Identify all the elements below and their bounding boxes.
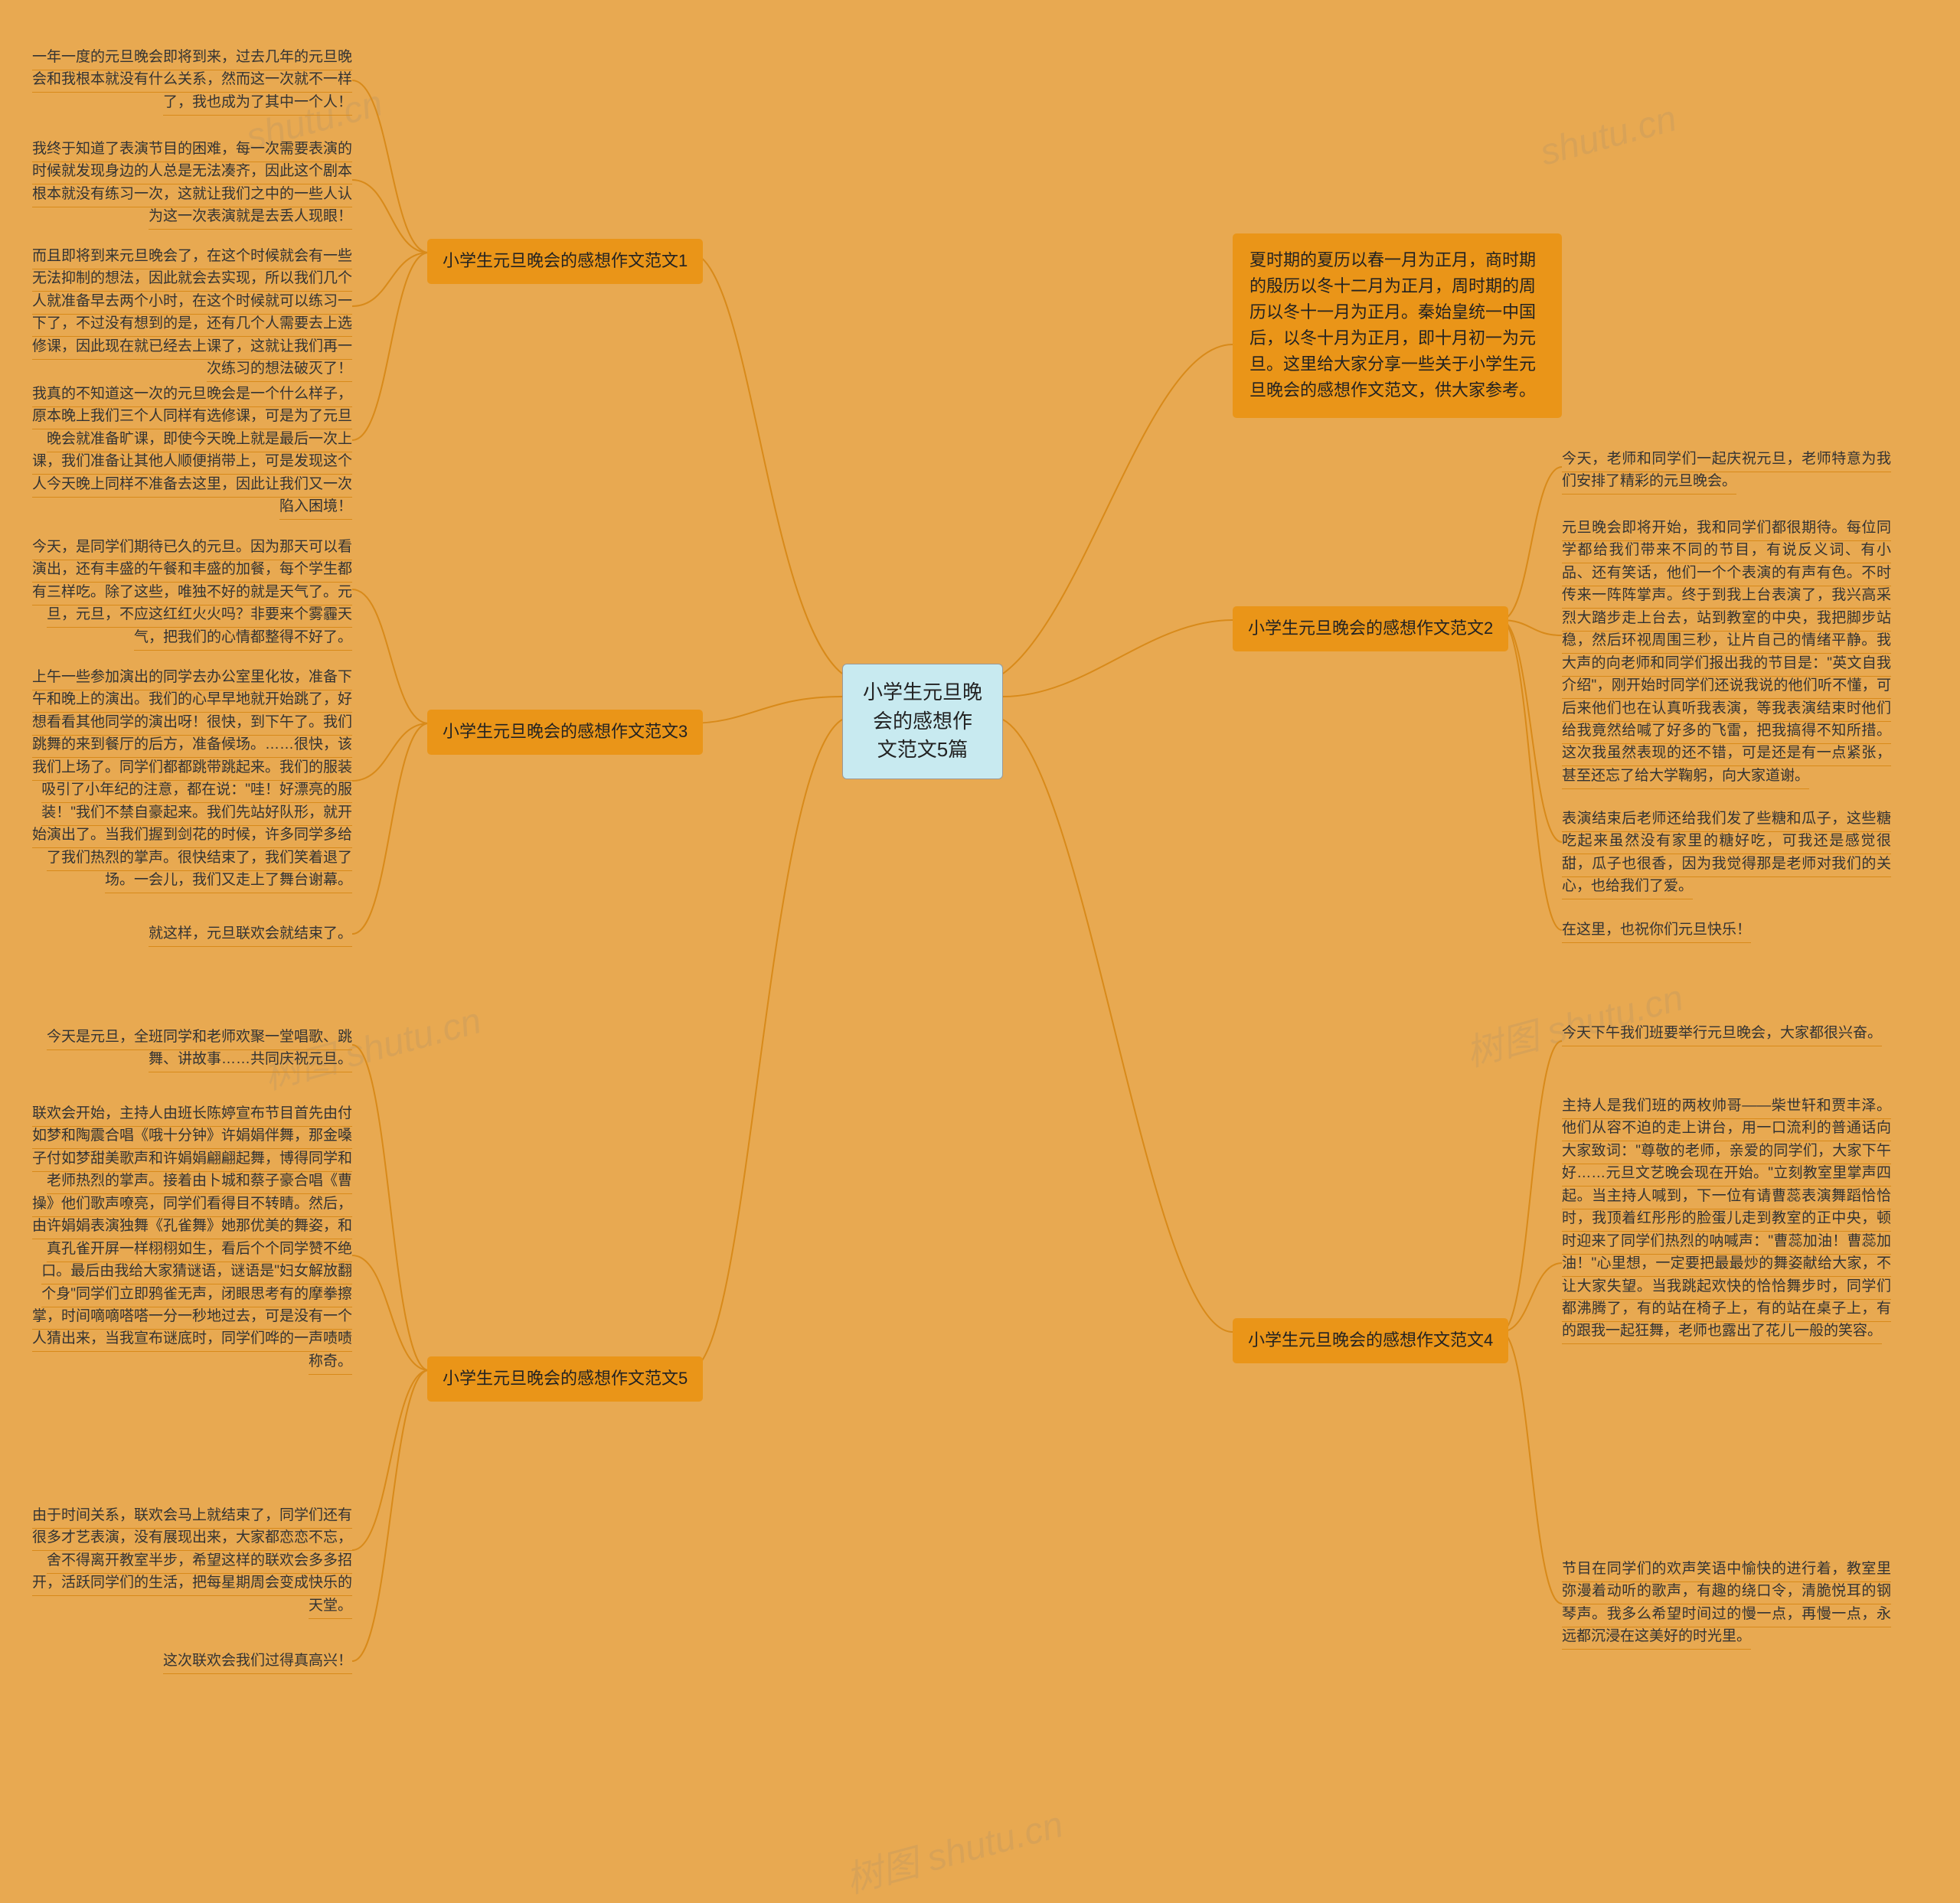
leaf-b2-3: 表演结束后老师还给我们发了些糖和瓜子，这些糖吃起来虽然没有家里的糖好吃，可我还是… (1562, 808, 1891, 898)
branch-4[interactable]: 小学生元旦晚会的感想作文范文4 (1233, 1318, 1508, 1363)
branch-2[interactable]: 小学生元旦晚会的感想作文范文2 (1233, 606, 1508, 651)
branch-1[interactable]: 小学生元旦晚会的感想作文范文1 (427, 239, 703, 284)
center-title-l2: 文范文5篇 (860, 736, 985, 765)
watermark: 树图 shutu.cn (839, 1794, 1068, 1903)
leaf-b2-1: 今天，老师和同学们一起庆祝元旦，老师特意为我们安排了精彩的元旦晚会。 (1562, 448, 1891, 493)
leaf-b1-2: 我终于知道了表演节目的困难，每一次需要表演的时候就发现身边的人总是无法凑齐，因此… (31, 138, 352, 228)
branch-5[interactable]: 小学生元旦晚会的感想作文范文5 (427, 1356, 703, 1402)
leaf-b1-3: 而且即将到来元旦晚会了，在这个时候就会有一些无法抑制的想法，因此就会去实现，所以… (31, 245, 352, 380)
center-title-l1: 小学生元旦晚会的感想作 (860, 678, 985, 736)
leaf-b3-3: 就这样，元旦联欢会就结束了。 (31, 922, 352, 945)
leaf-b1-1: 一年一度的元旦晚会即将到来，过去几年的元旦晚会和我根本就没有什么关系，然而这一次… (31, 46, 352, 113)
leaf-b4-2: 主持人是我们班的两枚帅哥——柴世轩和贾丰泽。他们从容不迫的走上讲台，用一口流利的… (1562, 1095, 1891, 1343)
leaf-b5-3: 由于时间关系，联欢会马上就结束了，同学们还有很多才艺表演，没有展现出来，大家都恋… (31, 1504, 352, 1617)
leaf-b3-2: 上午一些参加演出的同学去办公室里化妆，准备下午和晚上的演出。我们的心早早地就开始… (31, 666, 352, 891)
watermark: shutu.cn (1536, 97, 1681, 174)
leaf-b4-1: 今天下午我们班要举行元旦晚会，大家都很兴奋。 (1562, 1022, 1891, 1044)
intro-node[interactable]: 夏时期的夏历以春一月为正月，商时期的殷历以冬十二月为正月，周时期的周历以冬十一月… (1233, 233, 1562, 418)
leaf-b5-2: 联欢会开始，主持人由班长陈婷宣布节目首先由付如梦和陶震合唱《哦十分钟》许娟娟伴舞… (31, 1102, 352, 1373)
leaf-b5-1: 今天是元旦，全班同学和老师欢聚一堂唱歌、跳舞、讲故事……共同庆祝元旦。 (31, 1026, 352, 1071)
leaf-b3-1: 今天，是同学们期待已久的元旦。因为那天可以看演出，还有丰盛的午餐和丰盛的加餐，每… (31, 536, 352, 648)
leaf-b2-2: 元旦晚会即将开始，我和同学们都很期待。每位同学都给我们带来不同的节目，有说反义词… (1562, 517, 1891, 787)
leaf-b1-4: 我真的不知道这一次的元旦晚会是一个什么样子，原本晚上我们三个人同样有选修课，可是… (31, 383, 352, 518)
leaf-b2-4: 在这里，也祝你们元旦快乐！ (1562, 919, 1891, 941)
branch-3[interactable]: 小学生元旦晚会的感想作文范文3 (427, 710, 703, 755)
leaf-b5-4: 这次联欢会我们过得真高兴！ (31, 1650, 352, 1672)
leaf-b4-3: 节目在同学们的欢声笑语中愉快的进行着，教室里弥漫着动听的歌声，有趣的绕口令，清脆… (1562, 1558, 1891, 1648)
center-node[interactable]: 小学生元旦晚会的感想作 文范文5篇 (842, 664, 1003, 779)
